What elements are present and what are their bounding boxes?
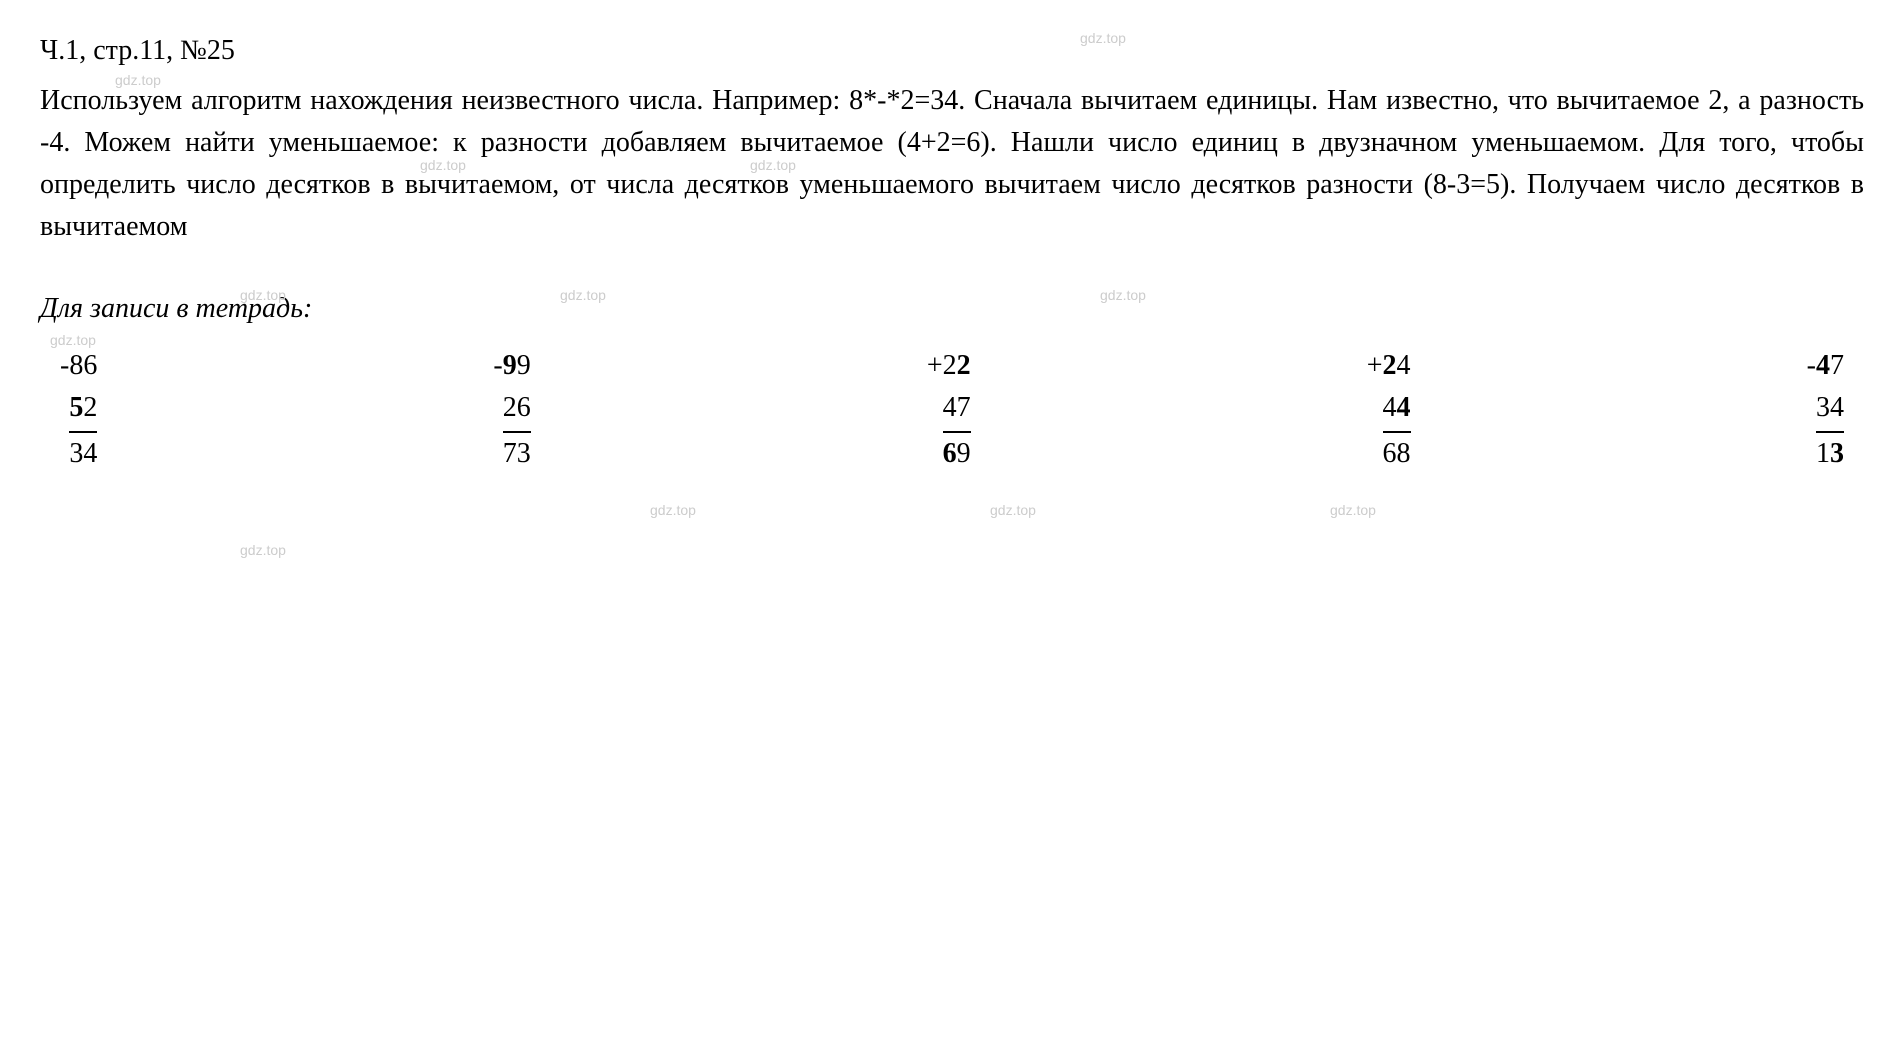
math-problem-1: -865234 [60,345,97,475]
math-top-row: -47 [1807,345,1844,387]
math-middle-row: 47 [943,387,971,433]
math-problem-5: -473413 [1807,345,1844,475]
math-top-row: -99 [493,345,530,387]
math-result-row: 13 [1816,433,1844,475]
math-problem-2: -992673 [493,345,530,475]
math-problem-3: +224769 [927,345,971,475]
content-wrapper: Ч.1, стр.11, №25 Используем алгоритм нах… [40,30,1864,475]
math-result-row: 69 [943,433,971,475]
math-result-row: 68 [1383,433,1411,475]
watermark: gdz.top [1330,500,1376,521]
math-middle-row: 26 [503,387,531,433]
math-top-row: -86 [60,345,97,387]
main-paragraph: Используем алгоритм нахождения неизвестн… [40,80,1864,248]
math-result-row: 73 [503,433,531,475]
math-problems-row: -865234 -992673 +224769 +244468 -473413 [40,345,1864,475]
notebook-label: Для записи в тетрадь: [40,288,1864,330]
watermark: gdz.top [990,500,1036,521]
math-middle-row: 44 [1383,387,1411,433]
math-problem-4: +244468 [1367,345,1411,475]
watermark: gdz.top [240,540,286,561]
math-middle-row: 34 [1816,387,1844,433]
watermark: gdz.top [650,500,696,521]
math-top-row: +24 [1367,345,1411,387]
math-result-row: 34 [69,433,97,475]
page-header: Ч.1, стр.11, №25 [40,30,1864,72]
math-middle-row: 52 [69,387,97,433]
math-top-row: +22 [927,345,971,387]
